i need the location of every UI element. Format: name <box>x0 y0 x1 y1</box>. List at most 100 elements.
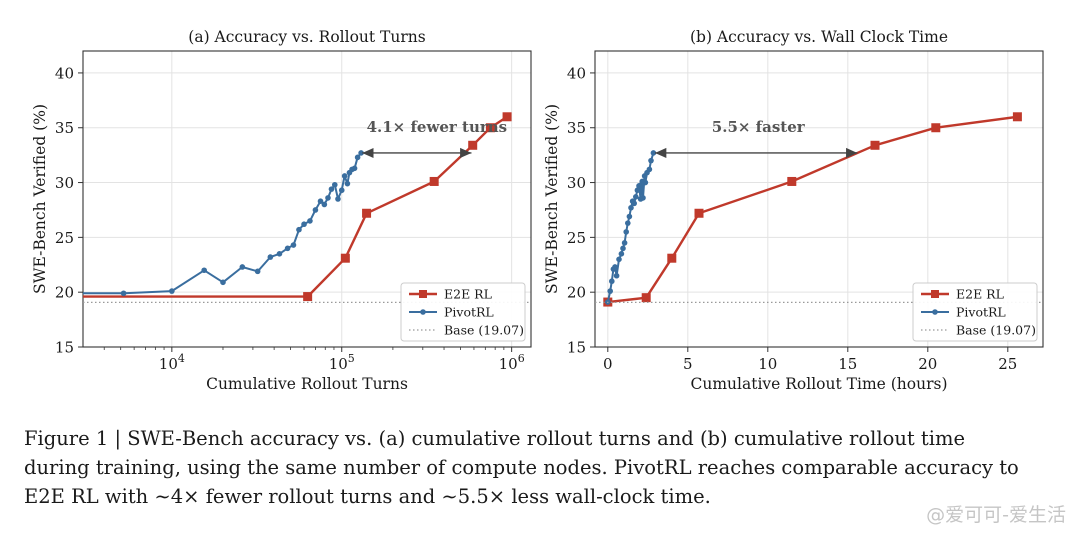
panel-a-y-tick-label: 20 <box>55 284 74 302</box>
panel-b-legend-marker-pivotrl <box>932 309 938 315</box>
panel-b-pivotrl-point <box>628 204 634 211</box>
panel-a-e2e-rl-point <box>362 208 372 218</box>
panel-a-x-tick-label: 104 <box>159 352 185 373</box>
panel-b-pivotrl-point <box>640 195 646 201</box>
panel-a-x-tick-label: 105 <box>329 352 355 373</box>
panel-a-pivotrl-point <box>344 180 351 187</box>
panel-b-legend-label-pivotrl: PivotRL <box>956 305 1006 320</box>
panel-a-y-tick-label: 35 <box>55 119 74 137</box>
caption-line-3: E2E RL with ∼4× fewer rollout turns and … <box>24 485 711 508</box>
panel-b-pivotrl-point <box>621 240 628 246</box>
panel-b-y-axis-label: SWE-Bench Verified (%) <box>543 104 561 294</box>
panel-a-pivotrl-point <box>201 267 207 274</box>
panel-a-e2e-rl-point <box>468 140 478 150</box>
panel-b-e2e-rl-point <box>787 176 797 186</box>
panel-b-pivotrl-point <box>612 264 618 270</box>
panel-a-pivotrl-point <box>301 221 307 228</box>
panel-a-pivotrl-point <box>254 268 261 275</box>
panel-b-y-tick-label: 35 <box>567 119 586 137</box>
panel-b-e2e-rl-point <box>870 140 880 150</box>
panel-a-pivotrl-point <box>328 186 335 192</box>
panel-b-pivotrl-point <box>620 245 626 252</box>
panel-b-e2e-rl-point <box>1012 112 1022 122</box>
panel-b-pivotrl-point <box>631 200 637 207</box>
panel-a-y-tick-label: 15 <box>55 339 74 357</box>
panel-a-pivotrl-point <box>276 251 283 257</box>
panel-b-x-tick-label: 15 <box>838 355 857 373</box>
panel-a-e2e-rl-line <box>83 115 508 298</box>
panel-a-pivotrl-point <box>169 288 175 294</box>
panel-a-e2e-rl-point <box>303 292 313 302</box>
panel-a-y-tick-label: 25 <box>55 229 74 247</box>
panel-b-legend-marker-e2e-rl <box>931 290 939 298</box>
panel-a-pivotrl-point <box>338 187 345 194</box>
panel-b-e2e-rl-point <box>641 293 651 303</box>
panel-a-e2e-rl-point <box>502 112 512 122</box>
panel-b-legend-label-base-19-07: Base (19.07) <box>956 323 1036 338</box>
panel-b-y-tick-label: 25 <box>567 229 586 247</box>
panel-b-x-axis-label: Cumulative Rollout Time (hours) <box>691 375 948 393</box>
panel-b-axes-frame <box>594 50 1044 348</box>
panel-a-pivotrl-point <box>296 226 302 233</box>
panel-b-pivotrl-point <box>607 288 613 294</box>
panel-b-y-tick-label: 40 <box>567 64 586 82</box>
caption-line-2: during training, using the same number o… <box>24 456 1019 479</box>
panel-b-pivotrl-point <box>625 220 631 226</box>
figure-charts: 15 20 25 30 35 40 104 105 106 (a) Accuracy vs. Ro… <box>31 28 1044 393</box>
panel-a-axes-frame <box>82 50 532 348</box>
caption-line-1: Figure 1 | SWE-Bench accuracy vs. (a) cu… <box>24 427 966 450</box>
panel-a-pivotrl-point <box>331 181 338 188</box>
panel-a-pivotrl-point <box>341 173 348 179</box>
panel-a-legend-label-e2e-rl: E2E RL <box>444 287 492 302</box>
panel-b-pivotrl-point <box>650 150 657 156</box>
panel-a-y-tick-label: 30 <box>55 174 74 192</box>
panel-a-pivotrl-point <box>325 195 331 201</box>
panel-a-pivotrl-point <box>267 254 274 260</box>
panel-b-x-tick-label: 20 <box>918 355 937 373</box>
panel-b-y-tick-label: 30 <box>567 174 586 192</box>
panel-a-e2e-rl-point <box>485 123 495 133</box>
panel-b-legend-label-e2e-rl: E2E RL <box>956 287 1004 302</box>
panel-a-pivotrl-point <box>321 201 328 208</box>
panel-a-legend-label-pivotrl: PivotRL <box>444 305 494 320</box>
panel-a-pivotrl-point <box>351 165 358 172</box>
panel-b-e2e-rl-line <box>607 115 1018 304</box>
panel-a-plot-area <box>83 112 531 303</box>
panel-b-pivotrl-point <box>609 278 615 285</box>
watermark: @爱可可-爱生活 <box>926 504 1066 526</box>
panel-b-x-tick-label: 10 <box>758 355 777 373</box>
panel-a-legend-label-base-19-07: Base (19.07) <box>444 323 524 338</box>
panel-b-pivotrl-point <box>634 187 641 194</box>
panel-b-pivotrl-point <box>623 229 629 235</box>
panel-a-x-tick-label: 106 <box>499 352 525 373</box>
panel-a-pivotrl-line <box>83 152 362 295</box>
panel-b-pivotrl-point <box>616 256 622 263</box>
panel-b-pivotrl-point <box>618 251 625 257</box>
panel-b-y-tick-label: 15 <box>567 339 586 357</box>
panel-b-legend: E2E RL PivotRL Base (19.07) <box>912 282 1038 342</box>
panel-b-e2e-rl-point <box>667 253 677 263</box>
panel-a-pivotrl-point <box>307 218 313 224</box>
panel-a-pivotrl-point <box>220 279 226 286</box>
panel-a-pivotrl-point <box>284 245 291 252</box>
panel-a-e2e-rl-point <box>340 253 350 263</box>
panel-a-chart: 15 20 25 30 35 40 104 105 106 (a) Accuracy vs. Ro… <box>31 28 532 393</box>
panel-b-annotation-label: 5.5× faster <box>712 118 806 136</box>
panel-b-title: (b) Accuracy vs. Wall Clock Time <box>690 28 948 46</box>
panel-a-legend-marker-e2e-rl <box>419 290 427 298</box>
panel-a-pivotrl-point <box>335 196 341 202</box>
panel-b-pivotrl-point <box>626 213 633 220</box>
panel-a-pivotrl-point <box>120 290 127 297</box>
panel-b-pivotrl-point <box>642 179 649 186</box>
panel-b-chart: 15 20 25 30 35 40 0 5 10 15 20 25 (b) Accuracy vs. W… <box>543 28 1044 393</box>
figure-caption: Figure 1 | SWE-Bench accuracy vs. (a) cu… <box>24 424 1064 511</box>
panel-a-pivotrl-point <box>239 264 246 270</box>
panel-b-pivotrl-point <box>648 157 654 164</box>
panel-a-legend: E2E RL PivotRL Base (19.07) <box>400 282 526 342</box>
panel-a-title: (a) Accuracy vs. Rollout Turns <box>188 28 425 46</box>
panel-b-x-tick-label: 25 <box>998 355 1017 373</box>
panel-a-pivotrl-point <box>354 154 361 161</box>
panel-a-pivotrl-point <box>317 198 324 204</box>
panel-b-e2e-rl-point <box>931 123 941 133</box>
